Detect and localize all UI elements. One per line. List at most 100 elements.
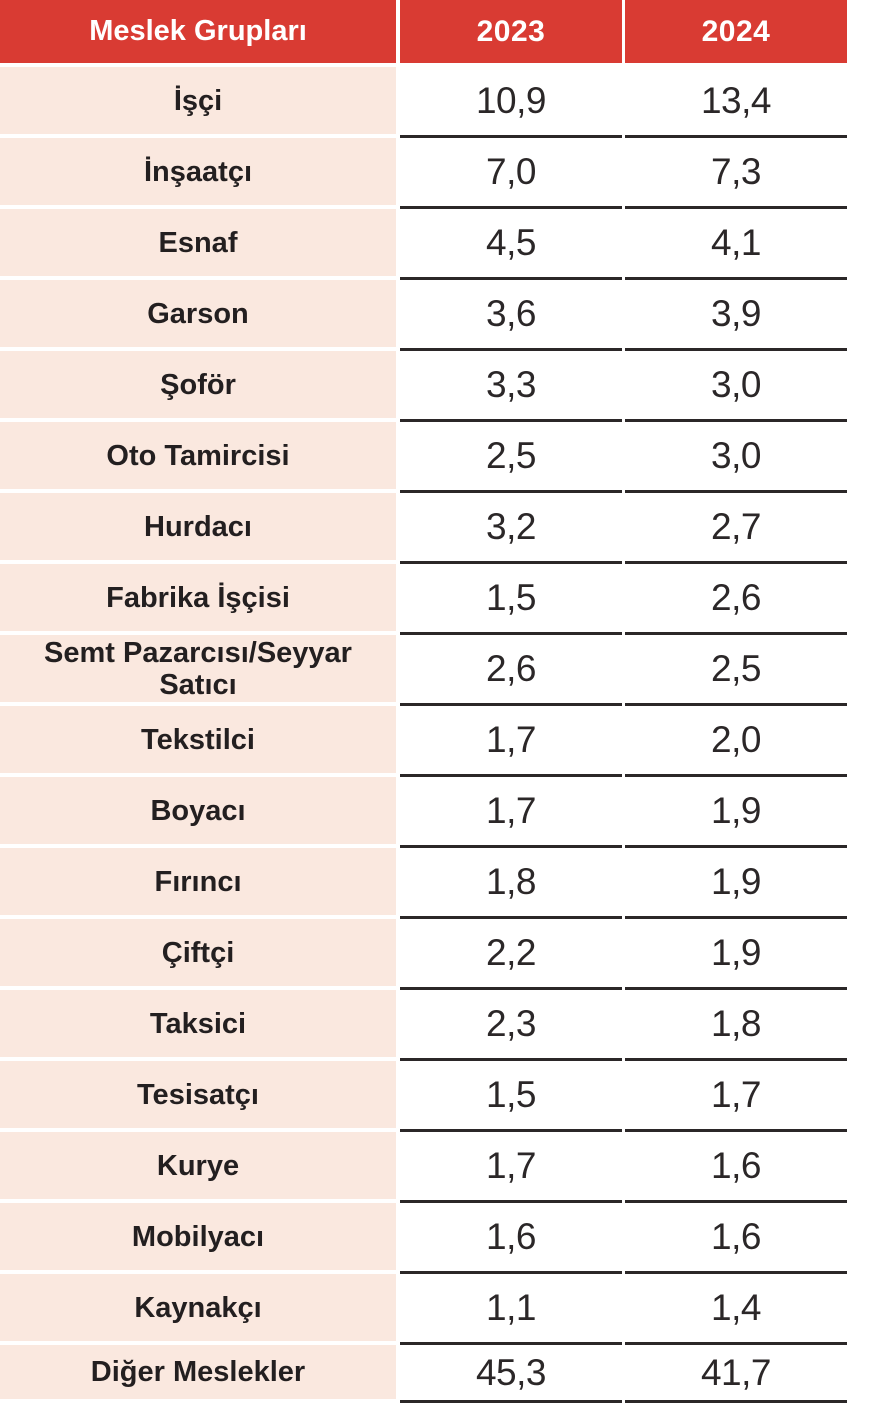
value-2024: 4,1 — [625, 209, 847, 280]
occupation-table: Meslek Grupları 2023 2024 İşçi 10,9 13,4 İn… — [0, 0, 847, 1403]
row-label: Hurdacı — [0, 493, 396, 560]
value-2024: 3,0 — [625, 351, 847, 422]
value-2023: 1,6 — [400, 1203, 622, 1274]
column-divider — [622, 990, 625, 1061]
column-divider — [396, 635, 400, 706]
column-divider — [396, 564, 400, 635]
value-2023: 2,2 — [400, 919, 622, 990]
value-2024: 1,9 — [625, 777, 847, 848]
value-2023: 1,7 — [400, 1132, 622, 1203]
column-divider — [396, 351, 400, 422]
column-divider — [396, 67, 400, 138]
row-label: Semt Pazarcısı/Seyyar Satıcı — [0, 635, 396, 702]
row-label: Fabrika İşçisi — [0, 564, 396, 631]
column-divider — [622, 0, 625, 63]
row-label: Tekstilci — [0, 706, 396, 773]
value-2023: 2,3 — [400, 990, 622, 1061]
column-divider — [622, 351, 625, 422]
row-label: Çiftçi — [0, 919, 396, 986]
table-row: Tesisatçı 1,5 1,7 — [0, 1061, 847, 1132]
column-divider — [622, 1274, 625, 1345]
value-2024: 13,4 — [625, 67, 847, 138]
header-body-divider — [0, 63, 847, 67]
column-divider — [622, 777, 625, 848]
column-divider — [396, 848, 400, 919]
table-row: Diğer Meslekler 45,3 41,7 — [0, 1345, 847, 1403]
column-divider — [396, 209, 400, 280]
value-2024: 1,7 — [625, 1061, 847, 1132]
column-divider — [396, 0, 400, 63]
value-2024: 1,8 — [625, 990, 847, 1061]
value-2023: 2,6 — [400, 635, 622, 706]
column-divider — [396, 1132, 400, 1203]
table-row: Oto Tamircisi 2,5 3,0 — [0, 422, 847, 493]
value-2023: 1,7 — [400, 777, 622, 848]
value-2024: 1,9 — [625, 919, 847, 990]
header-cell-2023: 2023 — [400, 0, 622, 63]
column-divider — [396, 493, 400, 564]
value-2024: 3,0 — [625, 422, 847, 493]
column-divider — [622, 706, 625, 777]
table-body: İşçi 10,9 13,4 İnşaatçı 7,0 7,3 Esnaf 4,5 4,1 Gar… — [0, 67, 847, 1403]
table-row: Esnaf 4,5 4,1 — [0, 209, 847, 280]
value-2024: 2,0 — [625, 706, 847, 777]
header-cell-2024: 2024 — [625, 0, 847, 63]
value-2023: 1,8 — [400, 848, 622, 919]
value-2023: 1,7 — [400, 706, 622, 777]
value-2023: 1,1 — [400, 1274, 622, 1345]
table-row: İşçi 10,9 13,4 — [0, 67, 847, 138]
table-row: Şoför 3,3 3,0 — [0, 351, 847, 422]
value-2023: 3,3 — [400, 351, 622, 422]
table-row: Tekstilci 1,7 2,0 — [0, 706, 847, 777]
table-row: Taksici 2,3 1,8 — [0, 990, 847, 1061]
table-row: Çiftçi 2,2 1,9 — [0, 919, 847, 990]
column-divider — [396, 1274, 400, 1345]
column-divider — [396, 990, 400, 1061]
row-label: Mobilyacı — [0, 1203, 396, 1270]
column-divider — [622, 422, 625, 493]
column-divider — [622, 1061, 625, 1132]
value-2023: 1,5 — [400, 1061, 622, 1132]
value-2023: 3,6 — [400, 280, 622, 351]
column-divider — [622, 1203, 625, 1274]
table-row: İnşaatçı 7,0 7,3 — [0, 138, 847, 209]
row-label: Boyacı — [0, 777, 396, 844]
row-label: Garson — [0, 280, 396, 347]
row-label: Esnaf — [0, 209, 396, 276]
header-cell-occupation-groups: Meslek Grupları — [0, 0, 396, 63]
column-divider — [622, 280, 625, 351]
value-2023: 2,5 — [400, 422, 622, 493]
value-2023: 7,0 — [400, 138, 622, 209]
column-divider — [396, 706, 400, 777]
column-divider — [396, 138, 400, 209]
row-label: Fırıncı — [0, 848, 396, 915]
table-row: Hurdacı 3,2 2,7 — [0, 493, 847, 564]
column-divider — [396, 422, 400, 493]
column-divider — [622, 138, 625, 209]
row-label: Tesisatçı — [0, 1061, 396, 1128]
value-2023: 4,5 — [400, 209, 622, 280]
value-2023: 3,2 — [400, 493, 622, 564]
value-2024: 41,7 — [625, 1345, 847, 1403]
row-label: Şoför — [0, 351, 396, 418]
table-row: Mobilyacı 1,6 1,6 — [0, 1203, 847, 1274]
value-2023: 1,5 — [400, 564, 622, 635]
table-row: Boyacı 1,7 1,9 — [0, 777, 847, 848]
value-2024: 1,6 — [625, 1132, 847, 1203]
column-divider — [622, 564, 625, 635]
row-label: Diğer Meslekler — [0, 1345, 396, 1399]
table-row: Fabrika İşçisi 1,5 2,6 — [0, 564, 847, 635]
column-divider — [622, 493, 625, 564]
column-divider — [396, 1061, 400, 1132]
column-divider — [622, 919, 625, 990]
column-divider — [622, 209, 625, 280]
column-divider — [396, 1345, 400, 1403]
value-2024: 1,9 — [625, 848, 847, 919]
row-label: Kurye — [0, 1132, 396, 1199]
column-divider — [622, 635, 625, 706]
column-divider — [622, 848, 625, 919]
column-divider — [396, 280, 400, 351]
column-divider — [622, 1345, 625, 1403]
table-row: Fırıncı 1,8 1,9 — [0, 848, 847, 919]
table-row: Kurye 1,7 1,6 — [0, 1132, 847, 1203]
